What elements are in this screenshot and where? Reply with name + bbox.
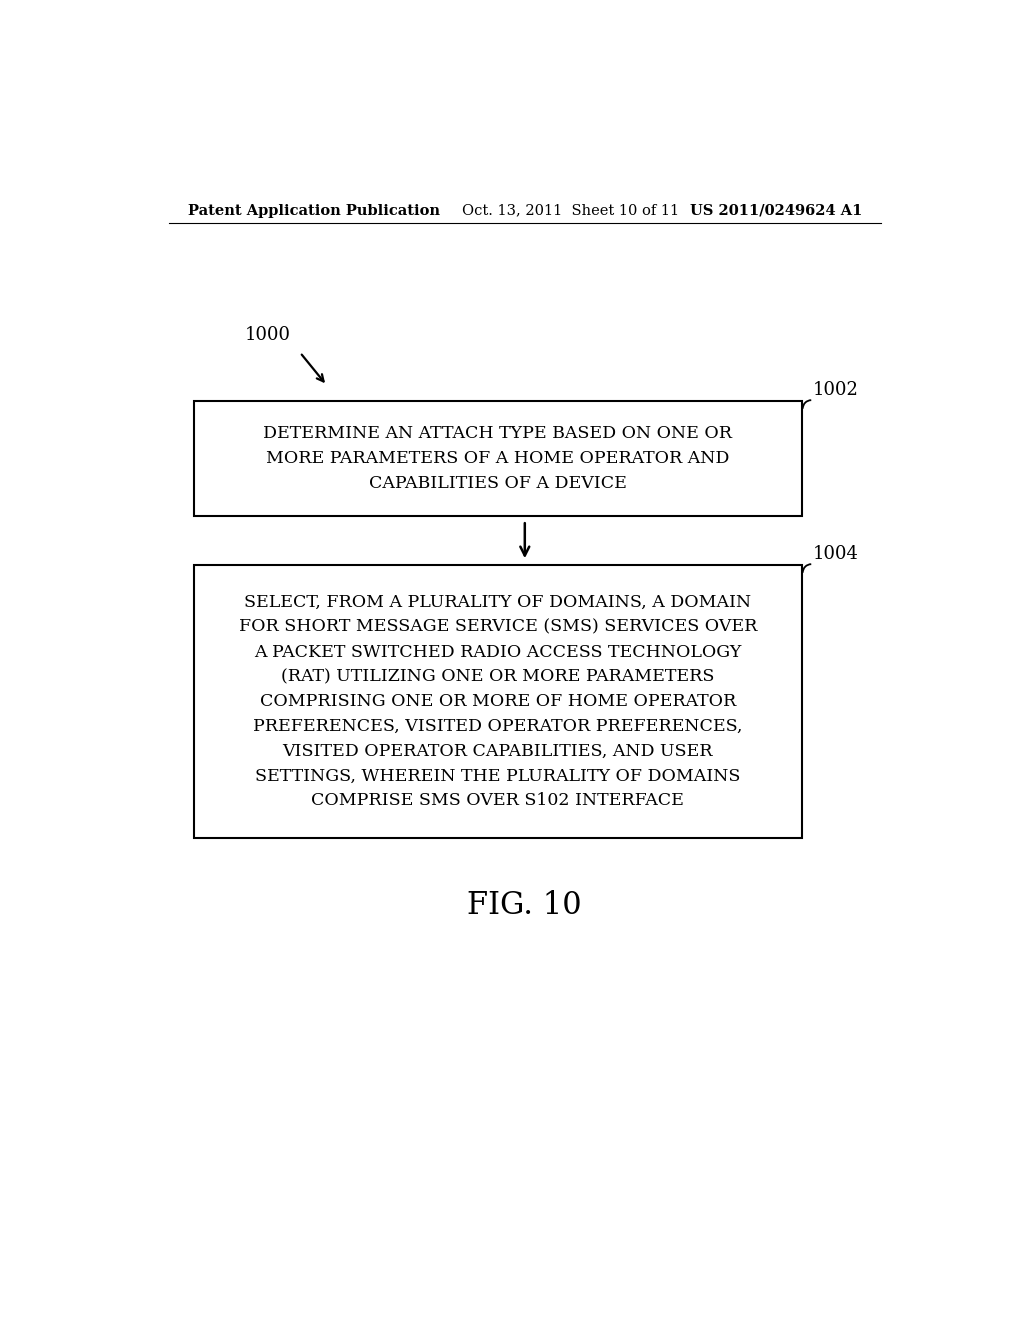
Bar [194,401,802,516]
Text: SELECT, FROM A PLURALITY OF DOMAINS, A DOMAIN
FOR SHORT MESSAGE SERVICE (SMS) SE: SELECT, FROM A PLURALITY OF DOMAINS, A D… [239,594,757,809]
Text: Patent Application Publication: Patent Application Publication [188,203,440,218]
Text: FIG. 10: FIG. 10 [468,890,582,921]
Text: US 2011/0249624 A1: US 2011/0249624 A1 [690,203,862,218]
Text: Oct. 13, 2011  Sheet 10 of 11: Oct. 13, 2011 Sheet 10 of 11 [462,203,679,218]
Text: 1000: 1000 [245,326,291,345]
Bar [194,565,802,838]
Text: 1004: 1004 [813,545,859,564]
Text: DETERMINE AN ATTACH TYPE BASED ON ONE OR
MORE PARAMETERS OF A HOME OPERATOR AND
: DETERMINE AN ATTACH TYPE BASED ON ONE OR… [263,425,732,492]
Text: 1002: 1002 [813,381,859,400]
